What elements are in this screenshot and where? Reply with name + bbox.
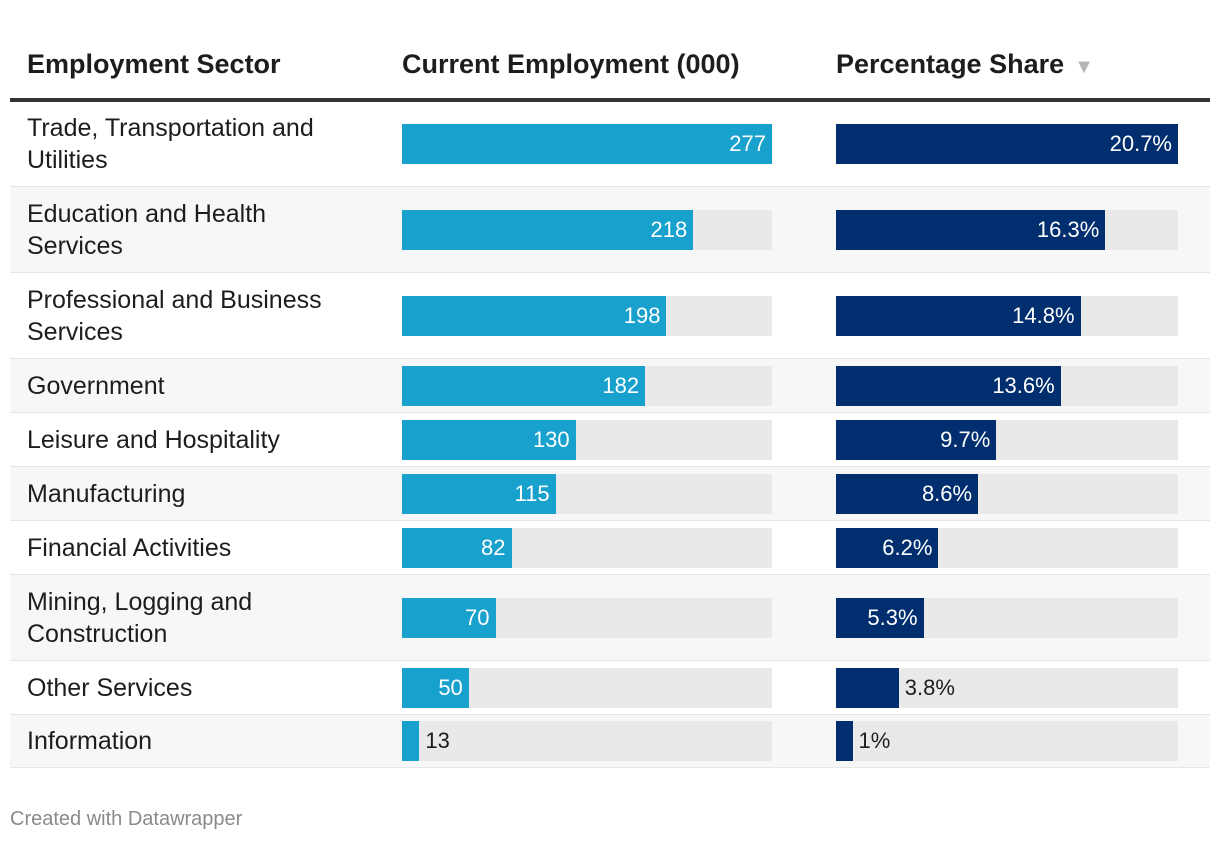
table-row: Manufacturing 115 8.6% <box>10 467 1210 521</box>
share-bar <box>836 721 853 761</box>
share-bar-value-label: 13.6% <box>992 372 1055 398</box>
header-current-employment[interactable]: Current Employment (000) <box>402 49 740 79</box>
table-row: Government 182 13.6% <box>10 359 1210 413</box>
employment-bar-value-label: 218 <box>650 216 688 242</box>
employment-bar <box>402 209 694 250</box>
sector-name: Professional and Business Services <box>27 285 322 346</box>
sector-name: Leisure and Hospitality <box>27 425 280 454</box>
employment-bar-value-label: 115 <box>514 480 550 506</box>
share-bar <box>836 365 1061 406</box>
share-bar <box>836 209 1106 250</box>
table-row: Trade, Transportation and Utilities 277 20… <box>10 102 1210 187</box>
table-row: Leisure and Hospitality 130 9.7% <box>10 413 1210 467</box>
employment-bar-track: 50 <box>402 667 772 708</box>
employment-bar <box>402 365 646 406</box>
employment-bar-track: 277 <box>402 124 772 164</box>
employment-bar-value-label: 277 <box>729 131 766 156</box>
employment-bar-track: 198 <box>402 295 772 336</box>
header-divider <box>10 98 1210 102</box>
sector-name: Education and Health Services <box>27 199 267 260</box>
header-percentage-share[interactable]: Percentage Share ▼ <box>836 40 1094 88</box>
table-row: Professional and Business Services 198 14.… <box>10 273 1210 359</box>
share-bar-value-label: 20.7% <box>1109 131 1172 156</box>
share-bar-value-label: 16.3% <box>1036 216 1100 242</box>
table-row: Education and Health Services 218 16.3% <box>10 187 1210 273</box>
sector-name: Mining, Logging and Construction <box>27 587 253 648</box>
share-bar <box>836 124 1178 164</box>
employment-bar-track: 130 <box>402 419 772 460</box>
employment-bar-track: 13 <box>402 721 772 761</box>
header-employment-sector[interactable]: Employment Sector <box>27 49 281 79</box>
share-bar-track: 16.3% <box>836 209 1178 250</box>
employment-bar-track: 70 <box>402 597 772 638</box>
table-row: Information 13 1% <box>10 715 1210 768</box>
employment-bar-track: 218 <box>402 209 772 250</box>
share-bar-track: 20.7% <box>836 124 1178 164</box>
employment-bar <box>402 419 576 460</box>
sector-name: Information <box>27 727 153 755</box>
employment-bar <box>402 667 469 708</box>
employment-bar-value-label: 70 <box>465 604 490 630</box>
sector-name: Government <box>27 371 165 400</box>
share-bar-track: 9.7% <box>836 419 1178 460</box>
header-percentage-share-label: Percentage Share <box>836 49 1065 79</box>
employment-bar <box>402 124 772 164</box>
sector-name: Other Services <box>27 673 193 702</box>
employment-bar-value-label: 130 <box>532 426 570 452</box>
share-bar-track: 14.8% <box>836 295 1178 336</box>
employment-bar <box>402 473 556 514</box>
share-bar <box>836 527 939 568</box>
employment-bar-track: 115 <box>402 473 772 514</box>
employment-bar-value-label: 82 <box>481 534 506 560</box>
share-bar-value-label: 8.6% <box>921 480 973 506</box>
share-bar-value-label: 1% <box>858 728 891 753</box>
employment-bar-value-label: 13 <box>425 728 450 753</box>
share-bar <box>836 295 1081 336</box>
share-bar-track: 3.8% <box>836 667 1178 708</box>
share-bar <box>836 667 899 708</box>
table-row: Financial Activities 82 6.2% <box>10 521 1210 575</box>
table-row: Mining, Logging and Construction 70 5.3% <box>10 575 1210 661</box>
sector-name: Financial Activities <box>27 533 232 562</box>
employment-bar-value-label: 50 <box>438 674 463 700</box>
share-bar-value-label: 5.3% <box>867 604 918 630</box>
share-bar-track: 6.2% <box>836 527 1178 568</box>
employment-bar <box>402 721 420 761</box>
employment-bar-track: 182 <box>402 365 772 406</box>
share-bar-value-label: 6.2% <box>882 534 933 560</box>
employment-bar <box>402 527 512 568</box>
table-row: Other Services 50 3.8% <box>10 661 1210 715</box>
employment-bar-value-label: 198 <box>623 302 661 328</box>
employment-bar <box>402 295 667 336</box>
share-bar-value-label: 3.8% <box>904 674 955 700</box>
share-bar <box>836 597 924 638</box>
employment-bar <box>402 597 496 638</box>
sector-name: Manufacturing <box>27 479 186 508</box>
share-bar-value-label: 9.7% <box>940 426 991 452</box>
sector-name: Trade, Transportation and Utilities <box>27 114 314 174</box>
footer-credit[interactable]: Created with Datawrapper <box>10 808 243 830</box>
employment-bar-value-label: 182 <box>602 372 640 398</box>
share-bar-value-label: 14.8% <box>1012 302 1075 328</box>
employment-bar-track: 82 <box>402 527 772 568</box>
share-bar-track: 5.3% <box>836 597 1178 638</box>
share-bar-track: 1% <box>836 721 1178 761</box>
share-bar <box>836 473 979 514</box>
sort-descending-icon[interactable]: ▼ <box>1074 56 1094 78</box>
share-bar-track: 13.6% <box>836 365 1178 406</box>
share-bar-track: 8.6% <box>836 473 1178 514</box>
share-bar <box>836 419 997 460</box>
